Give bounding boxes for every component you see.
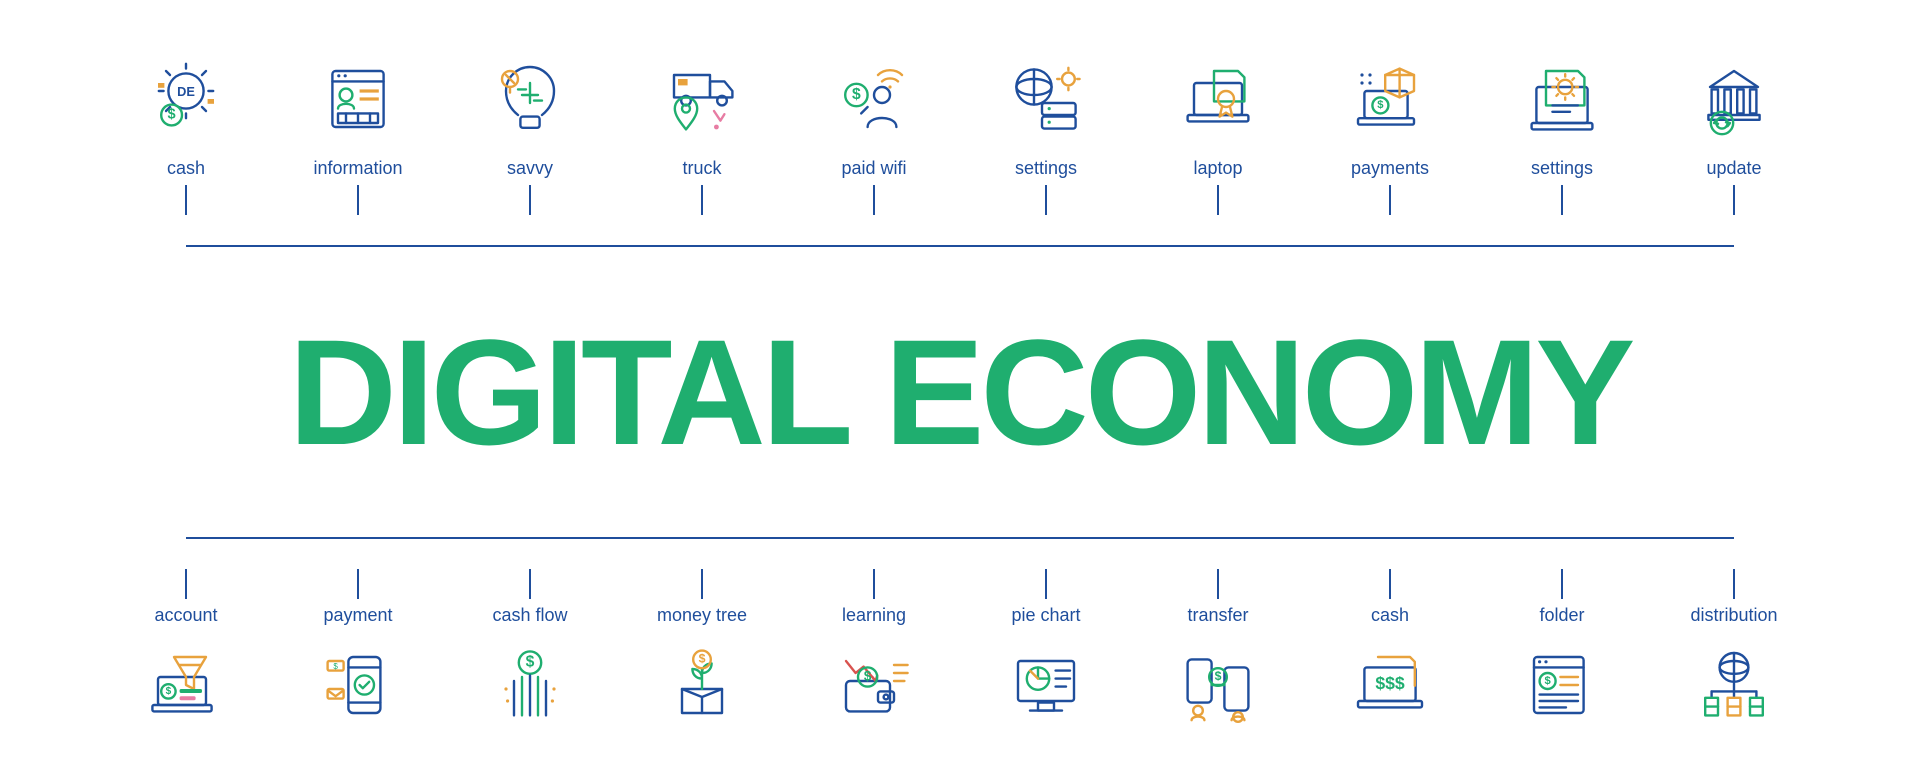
connector-stem [873,185,875,215]
connector-stem [1561,185,1563,215]
icon-label: folder [1539,605,1584,626]
svg-text:$: $ [1377,99,1384,111]
connector-stem [1733,569,1735,599]
connector-stem [1045,569,1047,599]
icon-item: $ learning [788,569,960,730]
icon-label: truck [682,158,721,179]
connector-stem [873,569,875,599]
svg-text:$: $ [699,651,706,665]
icon-label: payments [1351,158,1429,179]
connector-stem [1733,185,1735,215]
main-title: DIGITAL ECONOMY [289,317,1632,467]
icon-item: $$$ cash [1304,569,1476,730]
icon-item: $ transfer [1132,569,1304,730]
icon-item: update [1648,54,1820,215]
laptop-dollars-icon: $$$ [1345,640,1435,730]
svg-text:$: $ [333,662,338,671]
icon-label: account [154,605,217,626]
laptop-box-dollar-icon: $ [1345,54,1435,144]
svg-text:DE: DE [177,84,195,99]
icon-item: distribution [1648,569,1820,730]
doc-gear-icon [1517,54,1607,144]
svg-text:$: $ [526,654,535,671]
browser-profile-icon [313,54,403,144]
icon-label: cash [1371,605,1409,626]
icon-item: truck [616,54,788,215]
connector-stem [701,569,703,599]
icon-item: settings [1476,54,1648,215]
connector-stem [185,185,187,215]
svg-text:$: $ [168,107,176,123]
bank-refresh-icon [1689,54,1779,144]
svg-text:$: $ [864,668,872,683]
globe-server-gear-icon [1001,54,1091,144]
icon-item: information [272,54,444,215]
truck-pin-icon [657,54,747,144]
icon-item: $ folder [1476,569,1648,730]
connector-stem [529,569,531,599]
icon-label: distribution [1690,605,1777,626]
connector-stem [701,185,703,215]
icon-label: settings [1015,158,1077,179]
gear-dollar-icon: DE$ [141,54,231,144]
svg-text:$$$: $$$ [1375,673,1405,693]
wifi-person-dollar-icon: $ [829,54,919,144]
connector-stem [1561,569,1563,599]
icon-item: $ payments [1304,54,1476,215]
icon-item: pie chart [960,569,1132,730]
icon-item: laptop [1132,54,1304,215]
icon-item: DE$ cash [100,54,272,215]
icon-label: laptop [1193,158,1242,179]
connector-stem [1045,185,1047,215]
monitor-pie-icon [1001,640,1091,730]
connector-stem [357,569,359,599]
connector-stem [1389,185,1391,215]
icon-label: transfer [1187,605,1248,626]
icon-item: $ money tree [616,569,788,730]
svg-text:$: $ [1544,675,1551,687]
connector-stem [1389,569,1391,599]
dollar-stream-icon: $ [485,640,575,730]
icon-label: settings [1531,158,1593,179]
connector-line-bottom [186,537,1734,539]
svg-text:$: $ [852,86,861,103]
laptop-badge-icon [1173,54,1263,144]
icon-item: $ payment [272,569,444,730]
connector-stem [1217,185,1219,215]
icon-item: savvy [444,54,616,215]
browser-doc-dollar-icon: $ [1517,640,1607,730]
icon-item: $ paid wifi [788,54,960,215]
icon-label: money tree [657,605,747,626]
icon-label: savvy [507,158,553,179]
connector-stem [185,569,187,599]
laptop-funnel-icon: $ [141,640,231,730]
icon-label: cash flow [492,605,567,626]
icon-item: $ account [100,569,272,730]
box-plant-dollar-icon: $ [657,640,747,730]
icon-label: update [1706,158,1761,179]
icon-label: payment [323,605,392,626]
globe-servers-icon [1689,640,1779,730]
connector-line-top [186,245,1734,247]
connector-stem [529,185,531,215]
svg-text:$: $ [166,686,172,697]
icon-row-bottom: $ account $ payment $ cash flow $ money tree $ le… [100,569,1820,730]
phone-check-msgs-icon: $ [313,640,403,730]
icon-item: settings [960,54,1132,215]
icon-label: paid wifi [841,158,906,179]
icon-item: $ cash flow [444,569,616,730]
bulb-circuit-icon [485,54,575,144]
connector-stem [357,185,359,215]
icon-label: information [313,158,402,179]
icon-label: pie chart [1011,605,1080,626]
wallet-chart-dollar-icon: $ [829,640,919,730]
icon-label: cash [167,158,205,179]
icon-label: learning [842,605,906,626]
connector-stem [1217,569,1219,599]
phones-dollar-users-icon: $ [1173,640,1263,730]
svg-text:$: $ [1215,669,1222,683]
icon-row-top: DE$cashinformationsavvytruck$paid wifise… [100,54,1820,215]
